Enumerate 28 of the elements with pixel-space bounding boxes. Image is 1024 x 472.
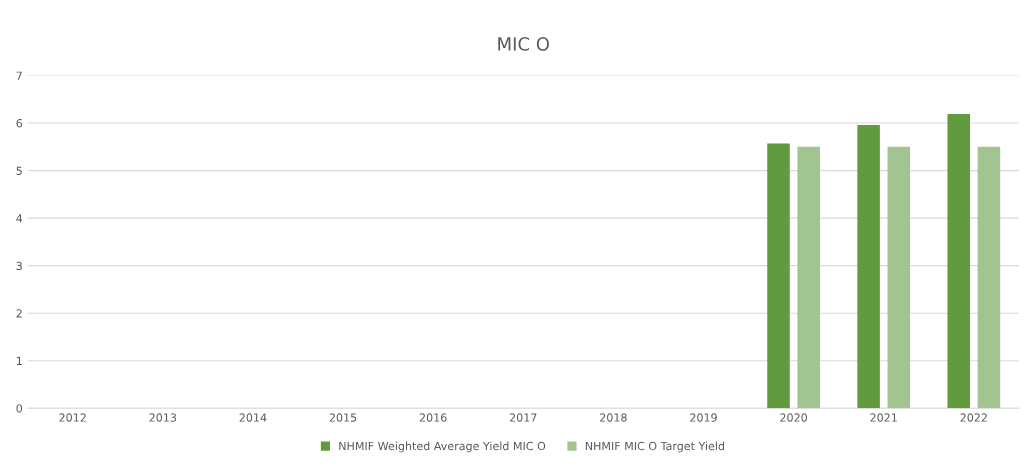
x-tick-label: 2017 — [509, 413, 537, 422]
y-tick-label: 4 — [16, 214, 23, 223]
x-tick-label: 2015 — [329, 413, 357, 422]
bar — [947, 114, 970, 409]
y-tick-label: 1 — [16, 356, 22, 365]
bar — [857, 124, 880, 409]
x-tick-label: 2012 — [59, 413, 86, 422]
x-tick-label: 2020 — [780, 413, 807, 422]
bar — [887, 146, 911, 409]
bar — [767, 143, 790, 409]
chart-title: MIC O — [498, 37, 549, 51]
x-tick-label: 2016 — [419, 413, 447, 422]
x-tick-label: 2014 — [239, 413, 267, 422]
y-tick-label: 5 — [16, 166, 22, 175]
y-tick-label: 2 — [16, 309, 22, 318]
y-tick-label: 6 — [16, 119, 23, 128]
y-tick-label: 3 — [16, 261, 22, 271]
x-tick-label: 2022 — [960, 413, 987, 422]
legend-label: NHMIF Weighted Average Yield MIC O — [339, 441, 546, 453]
x-tick-label: 2018 — [600, 413, 627, 422]
y-tick-label: 0 — [16, 404, 23, 413]
bar — [977, 146, 1001, 409]
x-tick-label: 2013 — [149, 413, 177, 422]
y-tick-label: 7 — [16, 71, 22, 80]
x-tick-label: 2019 — [690, 413, 717, 422]
x-tick-label: 2021 — [870, 413, 897, 422]
bar — [797, 146, 820, 409]
legend-label: NHMIF MIC O Target Yield — [585, 441, 724, 453]
